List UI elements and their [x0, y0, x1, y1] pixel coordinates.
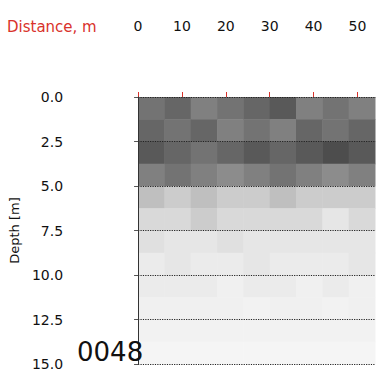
svg-text:50: 50 — [349, 18, 367, 34]
svg-text:0.0: 0.0 — [41, 89, 63, 105]
svg-text:Distance, m: Distance, m — [7, 18, 97, 36]
svg-text:10.0: 10.0 — [32, 267, 63, 283]
svg-text:2.5: 2.5 — [41, 134, 63, 150]
svg-text:10: 10 — [173, 18, 191, 34]
svg-text:0: 0 — [134, 18, 143, 34]
svg-text:Depth [m]: Depth [m] — [7, 197, 22, 264]
svg-text:7.5: 7.5 — [41, 223, 63, 239]
svg-text:5.0: 5.0 — [41, 178, 63, 194]
svg-text:20: 20 — [217, 18, 235, 34]
svg-text:30: 30 — [261, 18, 279, 34]
svg-text:0048: 0048 — [77, 337, 143, 367]
svg-text:40: 40 — [305, 18, 323, 34]
svg-text:15.0: 15.0 — [32, 356, 63, 372]
svg-text:12.5: 12.5 — [32, 312, 63, 328]
